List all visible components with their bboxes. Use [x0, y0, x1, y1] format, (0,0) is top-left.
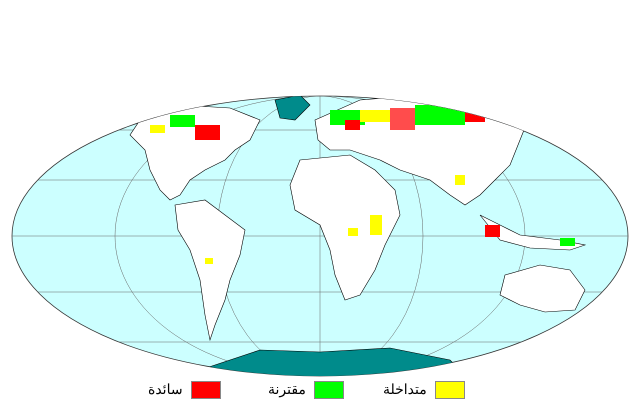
- legend-swatch-green: [313, 381, 344, 399]
- south-america: [174, 199, 246, 342]
- greenland: [274, 96, 311, 121]
- australia: [499, 264, 586, 313]
- legend-item-inclusion: متداخلة: [383, 380, 465, 400]
- legend-swatch-yellow: [434, 381, 465, 399]
- legend-label: متداخلة: [383, 382, 427, 398]
- legend-label: مقترنة: [268, 382, 306, 398]
- continents: [129, 96, 587, 376]
- se-asia: [479, 214, 587, 251]
- legend-label: سائدة: [148, 382, 183, 398]
- africa: [289, 154, 401, 301]
- soil-patches: [150, 105, 575, 264]
- legend-item-associated: مقترنة: [268, 380, 344, 400]
- legend-swatch-red: [190, 381, 221, 399]
- legend-item-dominant: سائدة: [148, 380, 221, 400]
